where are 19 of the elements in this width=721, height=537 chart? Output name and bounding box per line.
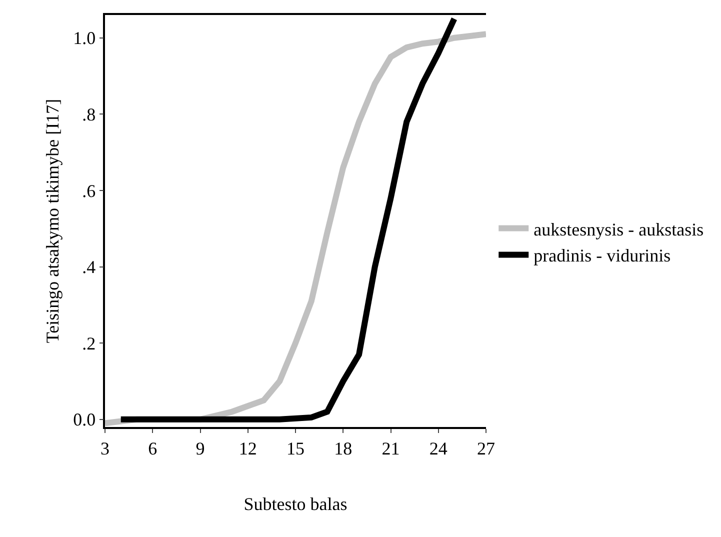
legend-label: aukstesnysis - aukstasis (534, 219, 704, 240)
x-tick-label: 12 (238, 438, 257, 458)
x-tick-label: 9 (196, 438, 205, 458)
legend-label: pradinis - vidurinis (534, 246, 671, 266)
x-axis-title: Subtesto balas (244, 494, 348, 514)
y-tick-label: .4 (82, 257, 96, 278)
y-tick-label: 0.0 (73, 410, 96, 430)
x-tick-label: 24 (429, 438, 448, 458)
x-tick-label: 6 (148, 438, 158, 458)
y-tick-label: .8 (82, 104, 96, 124)
y-tick-label: .2 (82, 333, 96, 354)
y-axis-title: Teisingo atsakymo tikimybe [I17] (42, 98, 62, 344)
x-tick-label: 18 (334, 438, 352, 458)
x-tick-label: 27 (477, 438, 495, 458)
y-tick-label: 1.0 (73, 28, 96, 48)
x-tick-label: 21 (382, 438, 400, 458)
x-tick-label: 3 (100, 438, 110, 458)
y-tick-label: .6 (82, 180, 96, 201)
x-tick-label: 15 (286, 438, 304, 458)
